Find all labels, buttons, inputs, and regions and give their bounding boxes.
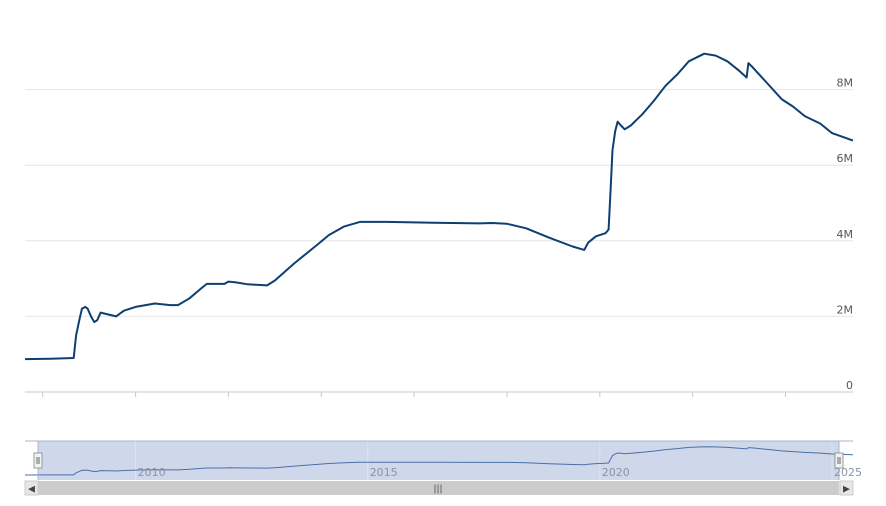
navigator-left-handle[interactable] (33, 452, 43, 469)
y-axis-ticks: 0 2M 4M 6M 8M (837, 77, 854, 392)
scrollbar-left-arrow-icon: ◀ (28, 485, 35, 495)
grid-lines (25, 89, 853, 317)
y-tick-label: 8M (837, 77, 854, 90)
navigator-right-handle[interactable] (834, 452, 844, 469)
series-line (24, 52, 854, 361)
y-tick-label: 6M (837, 152, 854, 165)
navigator-selection[interactable] (38, 441, 839, 480)
y-tick-label: 2M (837, 303, 854, 316)
scrollbar-left-button[interactable]: ◀ (24, 480, 39, 496)
y-tick-label: 0 (846, 379, 853, 392)
y-tick-label: 4M (837, 228, 854, 241)
scrollbar-thumb[interactable] (38, 481, 839, 495)
line-chart: 0 2M 4M 6M 8M 200820102012201420162018202020… (24, 52, 854, 397)
scrollbar-right-button[interactable]: ▶ (839, 480, 854, 496)
scrollbar-right-arrow-icon: ▶ (843, 485, 850, 495)
x-axis-ticks: 200820102012201420162018202020222024 (42, 392, 787, 397)
